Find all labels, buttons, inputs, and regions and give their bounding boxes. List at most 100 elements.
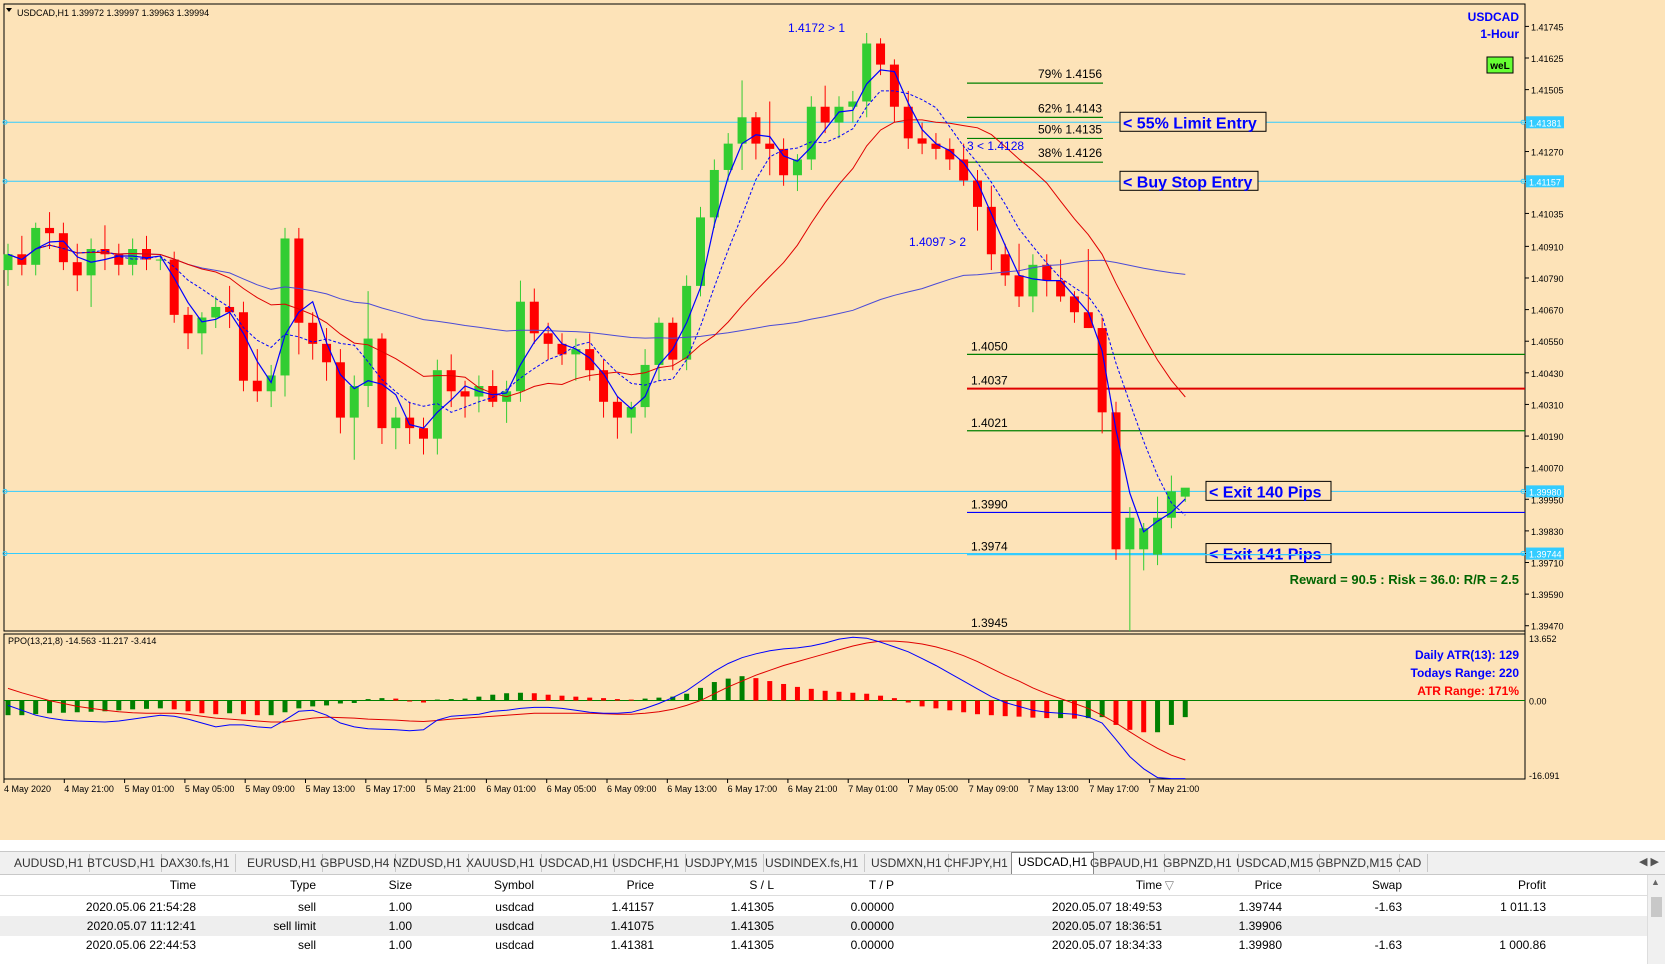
ppo-histogram-bar — [5, 700, 11, 716]
table-cell: 0.00000 — [850, 938, 894, 952]
column-header[interactable]: Symbol — [493, 878, 534, 892]
chart-tab[interactable]: USDCAD,M15 — [1230, 854, 1321, 872]
chart-tab[interactable]: EURUSD,H1 — [241, 854, 324, 872]
table-cell: 1.41305 — [730, 900, 774, 914]
sort-arrow-icon[interactable]: ▽ — [1164, 878, 1174, 892]
chart-tab[interactable]: AUDUSD,H1 — [8, 854, 91, 872]
ppo-histogram-bar — [628, 699, 634, 701]
level-label: 1.4050 — [971, 339, 1008, 353]
column-header[interactable]: Profit — [1517, 878, 1546, 892]
table-cell: 1.41305 — [730, 919, 774, 933]
ppo-histogram-bar — [310, 700, 316, 707]
price-tick-label: 1.40070 — [1531, 464, 1564, 474]
level-label: 1.3990 — [971, 497, 1008, 511]
chart-tab[interactable]: GBPAUD,H1 — [1084, 854, 1166, 872]
candle-body — [405, 417, 415, 429]
column-header[interactable]: Swap — [1371, 878, 1402, 892]
candle-body — [238, 312, 248, 381]
tab-scroll-arrows[interactable]: ◀ ▶ — [1639, 856, 1659, 868]
chart-tab[interactable]: USDCHF,H1 — [606, 854, 687, 872]
candle-body — [58, 233, 68, 263]
trade-label-box — [1205, 543, 1332, 564]
level-anchor-dot — [2, 488, 8, 494]
ppo-histogram-bar — [891, 698, 897, 701]
chart-tab[interactable]: USDJPY,M15 — [679, 854, 765, 872]
chart-tab[interactable]: USDMXN,H1 — [865, 854, 949, 872]
ppo-histogram-bar — [144, 700, 149, 709]
chart-canvas[interactable]: < 55% Limit Entry < Buy Stop Entry < Exit … — [0, 0, 1665, 840]
chart-tab[interactable]: CAD — [1390, 854, 1429, 872]
column-header[interactable]: Time — [169, 878, 196, 892]
ppo-histogram-bar — [642, 698, 648, 701]
column-header[interactable]: Price — [1254, 878, 1282, 892]
candle-body — [335, 362, 345, 418]
column-header[interactable]: Size — [388, 878, 412, 892]
ppo-histogram-bar — [1085, 700, 1091, 719]
ppo-histogram-bar — [254, 700, 260, 716]
ppo-histogram-bar — [961, 700, 967, 713]
ppo-histogram-bar — [614, 699, 620, 701]
trade-label-box — [1119, 170, 1259, 191]
ppo-histogram-bar — [684, 693, 690, 701]
candle-body — [585, 349, 595, 371]
price-tick-label: 1.41625 — [1531, 54, 1564, 64]
chart-tab[interactable]: USDCAD,H1 — [533, 854, 616, 872]
candle-body — [1097, 328, 1107, 413]
scroll-thumb[interactable] — [1651, 897, 1662, 917]
ppo-histogram-bar — [434, 699, 440, 701]
chart-window[interactable]: < 55% Limit Entry < Buy Stop Entry < Exit … — [0, 0, 1665, 840]
chart-tab[interactable]: NZDUSD,H1 — [387, 854, 469, 872]
ppo-histogram-bar — [1016, 700, 1022, 717]
candle-body — [1125, 517, 1135, 550]
chart-tab[interactable]: GBPNZD,M15 — [1310, 854, 1400, 872]
column-header[interactable]: Type — [289, 878, 316, 892]
ppo-histogram-bar — [227, 700, 233, 714]
chart-background — [0, 0, 1665, 840]
candle-body — [1014, 275, 1024, 297]
ppo-histogram-bar — [1141, 700, 1147, 733]
chart-tab[interactable]: BTCUSD,H1 — [81, 854, 163, 872]
column-header[interactable]: Price — [626, 878, 654, 892]
ppo-histogram-bar — [808, 688, 814, 701]
ppo-tick-label: 0.00 — [1529, 697, 1547, 707]
ppo-histogram-bar — [753, 678, 759, 701]
candle-body — [1042, 264, 1052, 281]
column-header[interactable]: S / L — [749, 878, 774, 892]
table-header[interactable]: Time Type Size Symbol Price S / L T / P Time Pri… — [0, 875, 1648, 896]
table-cell: 1.39906 — [1238, 919, 1282, 933]
scroll-up-icon[interactable]: ▲ — [1651, 877, 1660, 887]
chart-tab[interactable]: DAX30.fs,H1 — [154, 854, 237, 872]
ppo-tick-label: -16.091 — [1529, 771, 1560, 781]
ma-red-line — [7, 119, 1186, 398]
table-row[interactable]: 2020.05.06 21:54:28 sell 1.00 usdcad 1.41157… — [0, 897, 1648, 917]
chart-tab[interactable]: GBPUSD,H4 — [314, 854, 397, 872]
candle-body — [322, 343, 332, 363]
ppo-histogram-bar — [836, 691, 842, 701]
atr-stat-text: Todays Range: 220 — [1411, 666, 1520, 680]
chart-tab[interactable]: XAUUSD,H1 — [460, 854, 542, 872]
candle-body — [363, 338, 373, 386]
ppo-histogram-bar — [171, 700, 177, 710]
candle-body — [751, 117, 761, 144]
price-tick-label: 1.40910 — [1531, 242, 1564, 252]
candle-body — [1056, 280, 1066, 297]
table-row[interactable]: 2020.05.07 11:12:41 sell limit 1.00 usdcad 1… — [0, 916, 1648, 936]
ppo-histogram-bar — [517, 692, 523, 701]
candle-body — [100, 249, 110, 255]
ppo-histogram-bar — [490, 694, 496, 701]
ppo-title: PPO(13,21,8) -14.563 -11.217 -3.414 — [8, 636, 156, 646]
chart-tab[interactable]: USDCAD,H1 — [1011, 852, 1095, 874]
chart-tab[interactable]: USDINDEX.fs,H1 — [759, 854, 866, 872]
table-cell: 1 011.13 — [1500, 900, 1546, 914]
column-header[interactable]: T / P — [868, 878, 894, 892]
price-tick-label: 1.40190 — [1531, 432, 1564, 442]
table-row[interactable]: 2020.05.06 22:44:53 sell 1.00 usdcad 1.41381… — [0, 935, 1648, 955]
terminal-scrollbar[interactable]: ▲ — [1647, 875, 1665, 964]
chart-tab[interactable]: GBPNZD,H1 — [1157, 854, 1239, 872]
column-header[interactable]: Time — [1135, 878, 1162, 892]
candle-body — [973, 180, 982, 207]
candle-body — [654, 322, 664, 365]
ppo-histogram-bar — [864, 693, 870, 701]
table-cell: sell — [297, 900, 316, 914]
chart-tab[interactable]: CHFJPY,H1 — [938, 854, 1015, 872]
